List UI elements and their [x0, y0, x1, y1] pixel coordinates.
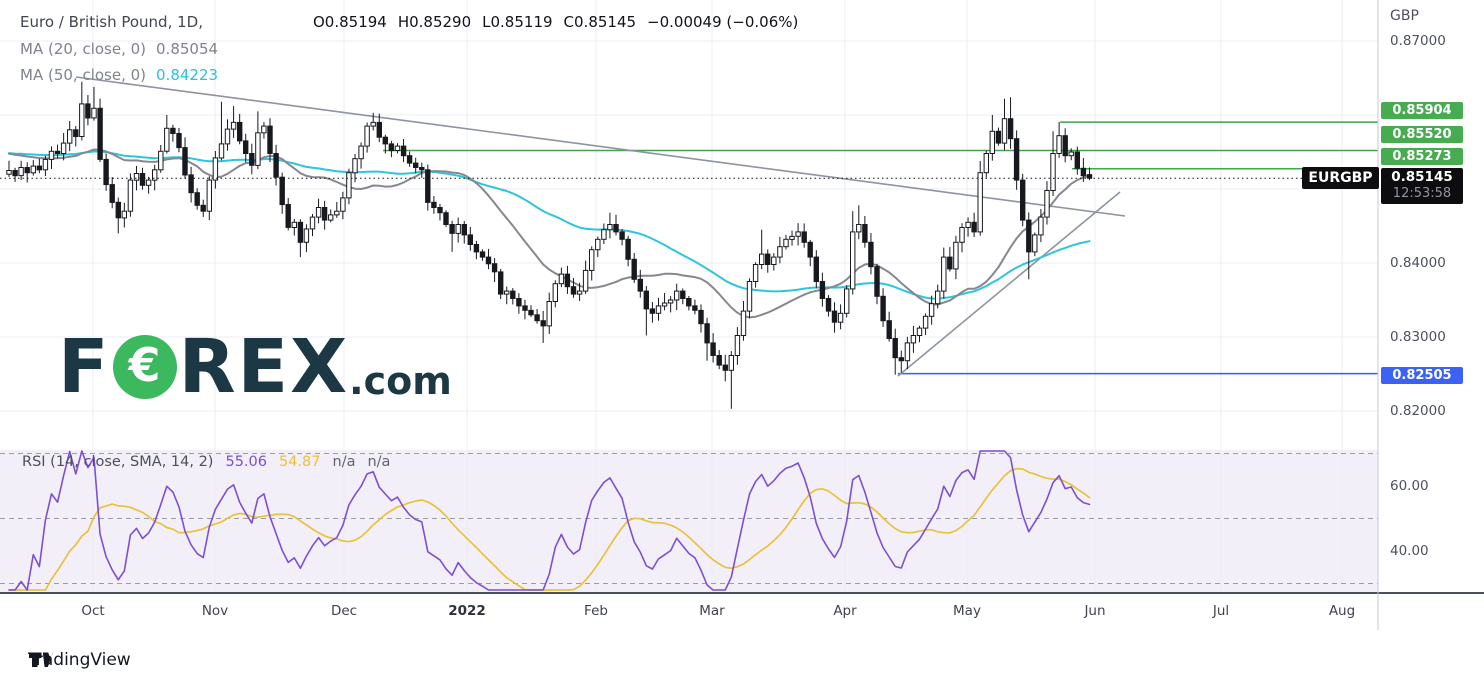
time-axis-label: Jun: [1084, 603, 1106, 619]
rsi-label: RSI (14, close, SMA, 14, 2): [22, 454, 214, 470]
time-axis-label: Dec: [330, 603, 358, 619]
rsi-sma-value: 54.87: [278, 454, 321, 470]
ma50-line: [8, 150, 1091, 300]
rsi-legend-row[interactable]: RSI (14, close, SMA, 14, 2) 55.06 54.87 …: [22, 454, 390, 470]
time-axis-label: 2022: [448, 603, 486, 619]
rsi-pane-bg: [0, 450, 1378, 592]
ohlc-high: H0.85290: [397, 13, 472, 31]
time-axis-label: Mar: [699, 603, 725, 619]
rsi-value: 55.06: [225, 454, 267, 470]
ohlc-values: O0.85194 H0.85290 L0.85119 C0.85145 −0.0…: [313, 13, 798, 31]
price-axis-label: 60.00: [1390, 478, 1429, 494]
symbol-price-flag[interactable]: EURGBP: [1302, 167, 1379, 189]
tradingview-text: TradingView: [28, 650, 131, 670]
ma20-line: [8, 148, 1091, 319]
time-axis-label: May: [953, 603, 981, 619]
axis-currency-label: GBP: [1390, 8, 1419, 24]
trendline: [75, 76, 1126, 217]
ma20-value: 0.85054: [156, 40, 219, 58]
candles-layer: [6, 81, 1093, 409]
rsi-na-2: n/a: [367, 454, 391, 470]
ma20-label: MA (20, close, 0): [20, 40, 147, 58]
time-axis-label: Feb: [584, 603, 608, 619]
tradingview-attribution[interactable]: TradingView: [28, 650, 131, 670]
price-axis-label: 0.84000: [1390, 255, 1446, 271]
ohlc-low: L0.85119: [482, 13, 553, 31]
price-axis-label: 0.83000: [1390, 329, 1446, 345]
last-price-badge[interactable]: 0.85145 12:53:58: [1381, 168, 1463, 204]
ma20-legend: MA (20, close, 0) 0.85054: [20, 40, 218, 58]
legend-row-ma20[interactable]: MA (20, close, 0) 0.85054: [20, 40, 218, 58]
price-axis-label: 0.87000: [1390, 33, 1446, 49]
legend-row-symbol: Euro / British Pound, 1D, O0.85194 H0.85…: [20, 13, 798, 31]
tradingview-logo-icon: [29, 652, 53, 667]
symbol-title[interactable]: Euro / British Pound, 1D,: [20, 13, 203, 31]
price-level-badge[interactable]: 0.85273: [1381, 147, 1463, 165]
time-axis-label: Apr: [833, 603, 857, 619]
grid-lines: [0, 0, 1378, 592]
ohlc-close: C0.85145: [563, 13, 637, 31]
time-axis-label: Oct: [81, 603, 105, 619]
price-level-badge[interactable]: 0.85520: [1381, 125, 1463, 143]
ma50-legend: MA (50, close, 0) 0.84223: [20, 66, 218, 84]
time-axis-label: Jul: [1212, 603, 1230, 619]
rsi-na-1: n/a: [332, 454, 356, 470]
bar-countdown: 12:53:58: [1392, 186, 1452, 202]
time-axis-label: Aug: [1328, 603, 1356, 619]
ohlc-change: −0.00049 (−0.06%): [647, 13, 799, 31]
alert-price-badge[interactable]: 0.82505: [1381, 366, 1463, 384]
legend-row-ma50[interactable]: MA (50, close, 0) 0.84223: [20, 66, 218, 84]
trendline: [897, 191, 1121, 377]
last-price-value: 0.85145: [1391, 169, 1453, 186]
ma50-label: MA (50, close, 0): [20, 66, 147, 84]
time-axis-label: Nov: [201, 603, 229, 619]
rsi-sma-line: [8, 467, 1091, 591]
price-axis-label: 40.00: [1390, 543, 1429, 559]
price-axis-label: 0.82000: [1390, 403, 1446, 419]
ma50-value: 0.84223: [156, 66, 219, 84]
price-level-badge[interactable]: 0.85904: [1381, 101, 1463, 119]
ohlc-open: O0.85194: [312, 13, 387, 31]
price-chart-canvas[interactable]: [0, 0, 1484, 640]
rsi-line: [8, 450, 1091, 591]
